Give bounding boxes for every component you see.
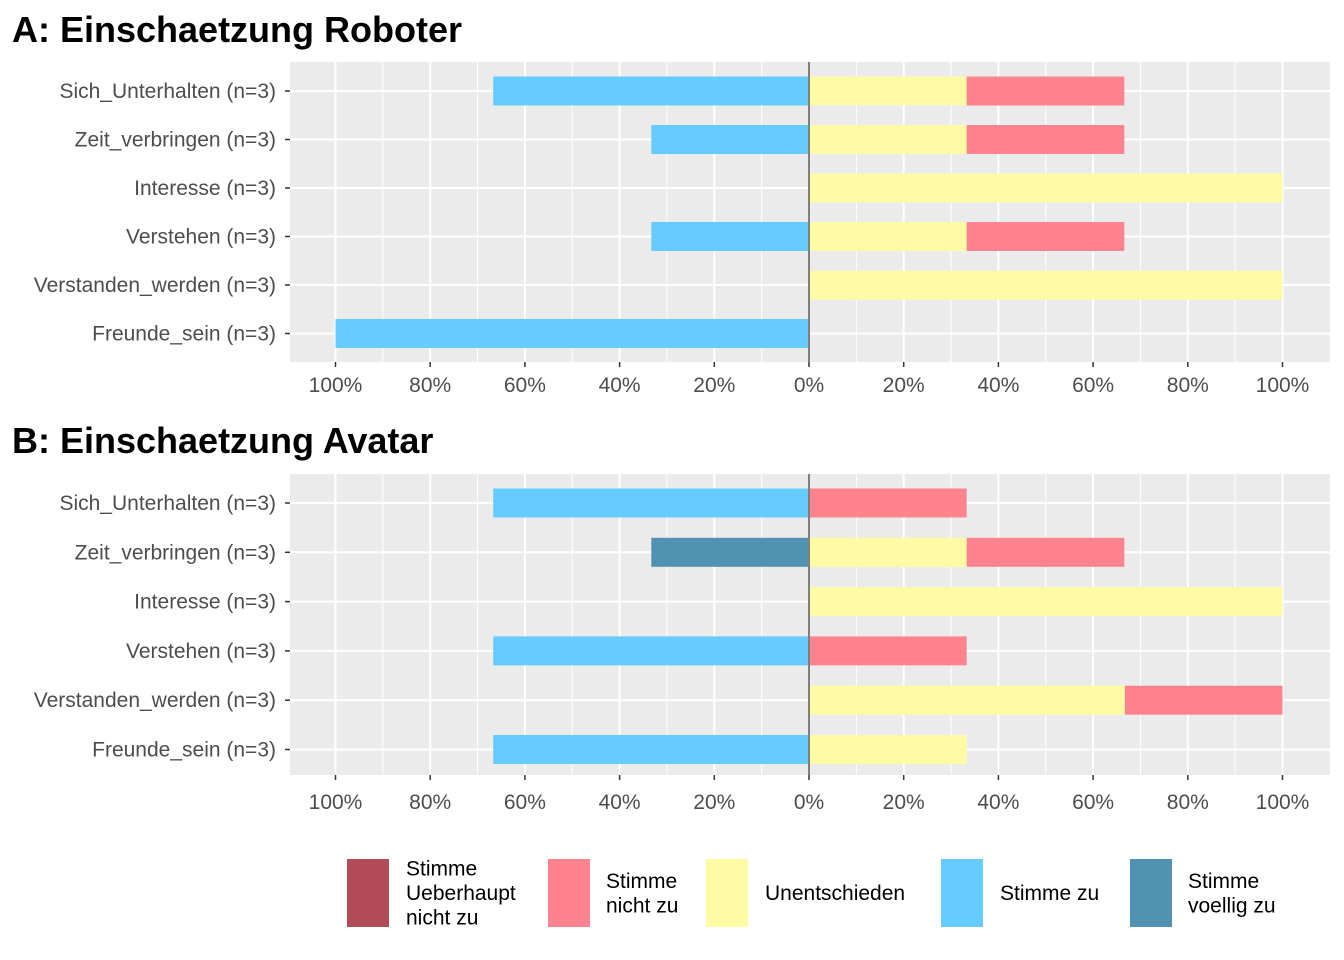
bar-nicht — [809, 488, 967, 518]
legend-label: voellig zu — [1188, 894, 1276, 917]
bar-nicht — [809, 636, 967, 666]
legend-key-zu — [941, 859, 983, 927]
y-tick-label: Verstehen (n=3) — [126, 640, 276, 663]
x-tick-label: 100% — [1256, 791, 1310, 814]
y-tick-label: Interesse (n=3) — [134, 591, 276, 614]
legend-label: nicht zu — [606, 894, 678, 917]
bar-unent — [809, 587, 1283, 617]
bar-nicht — [966, 125, 1125, 154]
x-tick-label: 60% — [504, 791, 546, 814]
x-tick-label: 20% — [883, 791, 925, 814]
x-tick-label: 40% — [977, 791, 1019, 814]
y-tick-label: Freunde_sein (n=3) — [92, 739, 276, 762]
panel-title: A: Einschaetzung Roboter — [12, 9, 462, 50]
x-tick-label: 100% — [309, 791, 363, 814]
legend-label: nicht zu — [406, 907, 478, 930]
y-tick-label: Sich_Unterhalten (n=3) — [59, 492, 276, 515]
x-tick-label: 100% — [309, 374, 363, 397]
bar-nicht — [1124, 685, 1283, 715]
bar-voellig — [651, 537, 809, 567]
y-tick-label: Zeit_verbringen (n=3) — [75, 129, 276, 152]
x-tick-label: 80% — [1167, 791, 1209, 814]
bar-unent — [809, 735, 967, 764]
bar-unent — [809, 125, 967, 154]
bar-unent — [809, 173, 1283, 203]
x-tick-label: 40% — [599, 374, 641, 397]
bar-nicht — [966, 222, 1125, 251]
legend-key-ueberhaupt — [347, 859, 389, 927]
bar-nicht — [966, 537, 1125, 567]
x-tick-label: 20% — [693, 791, 735, 814]
legend-key-nicht — [548, 859, 590, 927]
bar-zu — [651, 222, 809, 251]
panel-b: B: Einschaetzung Avatar Sich_Unterhalten … — [12, 420, 1330, 814]
x-tick-label: 60% — [1072, 374, 1114, 397]
y-tick-label: Verstehen (n=3) — [126, 226, 276, 249]
bar-zu — [493, 488, 809, 518]
x-tick-label: 40% — [977, 374, 1019, 397]
legend-label: Stimme — [606, 870, 677, 893]
x-tick-label: 100% — [1256, 374, 1310, 397]
y-tick-label: Sich_Unterhalten (n=3) — [59, 80, 276, 103]
x-tick-label: 40% — [599, 791, 641, 814]
x-tick-label: 80% — [1167, 374, 1209, 397]
bar-zu — [493, 636, 809, 666]
bar-zu — [493, 76, 809, 106]
x-tick-label: 80% — [409, 791, 451, 814]
bar-zu — [335, 319, 809, 348]
bar-unent — [809, 685, 1125, 715]
x-tick-label: 20% — [693, 374, 735, 397]
bar-unent — [809, 222, 967, 251]
legend-label: Stimme zu — [1000, 882, 1099, 905]
bar-zu — [651, 125, 809, 154]
x-tick-label: 80% — [409, 374, 451, 397]
x-tick-label: 20% — [883, 374, 925, 397]
legend-key-voellig — [1130, 859, 1172, 927]
y-tick-label: Verstanden_werden (n=3) — [34, 274, 276, 297]
panel-title: B: Einschaetzung Avatar — [12, 420, 433, 461]
y-tick-label: Verstanden_werden (n=3) — [34, 689, 276, 712]
bar-unent — [809, 76, 967, 106]
x-tick-label: 60% — [1072, 791, 1114, 814]
x-tick-label: 60% — [504, 374, 546, 397]
y-tick-label: Freunde_sein (n=3) — [92, 323, 276, 346]
legend-key-unent — [706, 859, 748, 927]
bar-zu — [493, 735, 809, 764]
legend-label: Ueberhaupt — [406, 882, 516, 905]
legend-label: Stimme — [1188, 870, 1259, 893]
legend-label: Unentschieden — [765, 882, 905, 905]
bar-nicht — [966, 76, 1125, 106]
y-tick-label: Zeit_verbringen (n=3) — [75, 541, 276, 564]
panel-a: A: Einschaetzung Roboter Sich_Unterhalten… — [12, 9, 1330, 397]
bar-unent — [809, 270, 1283, 300]
x-tick-label: 0% — [794, 374, 824, 397]
x-tick-label: 0% — [794, 791, 824, 814]
legend-label: Stimme — [406, 858, 477, 881]
bar-unent — [809, 537, 967, 567]
y-tick-label: Interesse (n=3) — [134, 177, 276, 200]
